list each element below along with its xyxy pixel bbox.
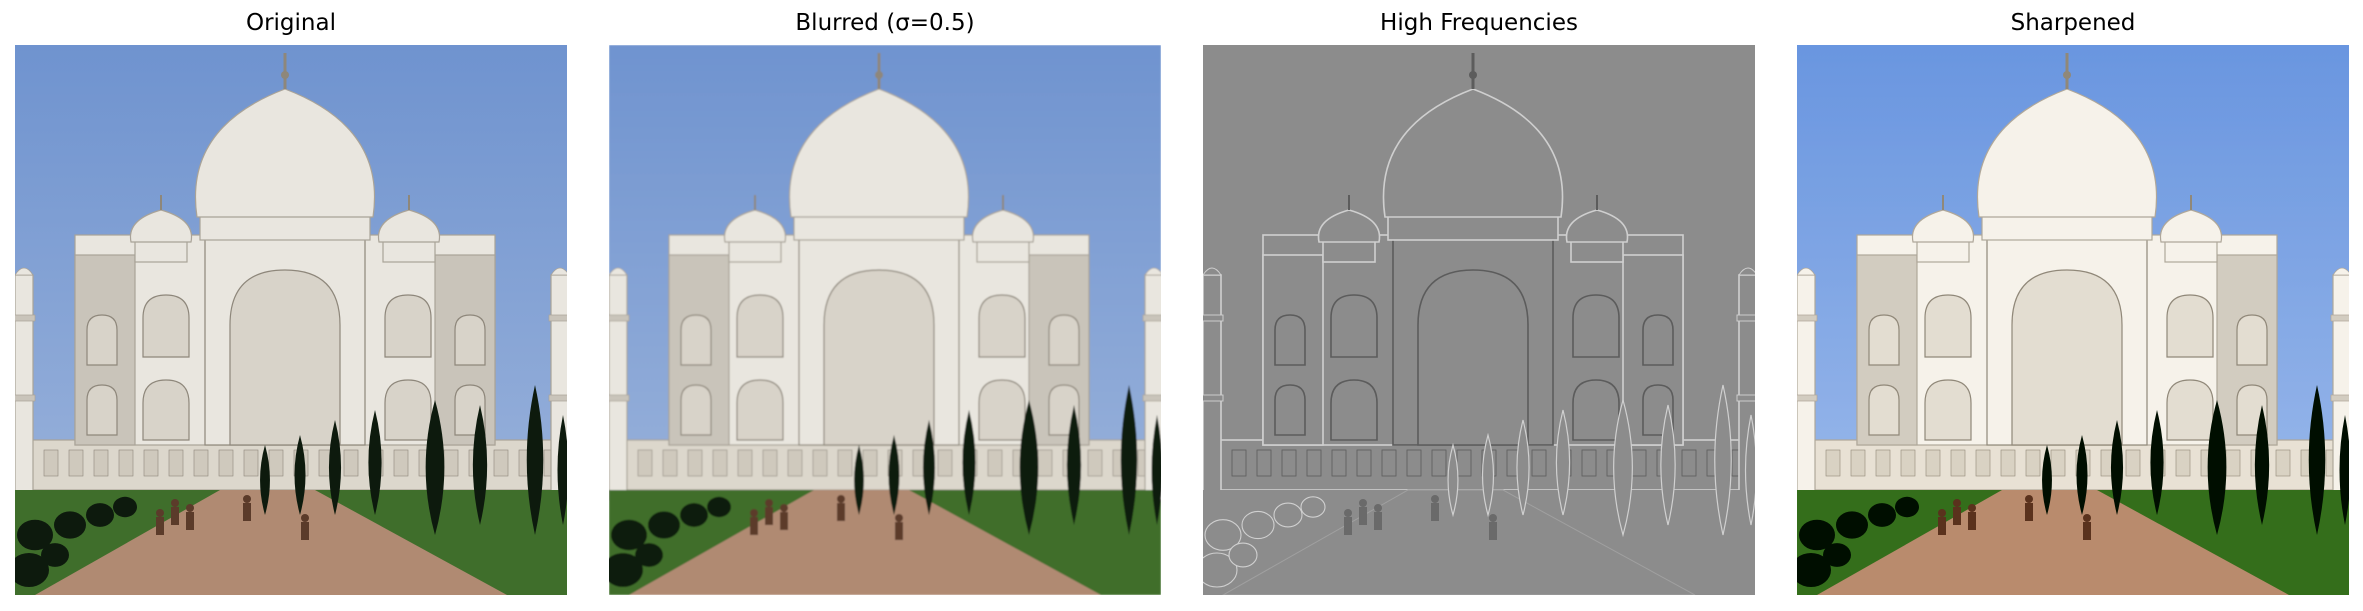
panel-title-blurred: Blurred (σ=0.5) (795, 10, 975, 36)
image-high-frequencies (1203, 45, 1755, 595)
panel-title-original: Original (245, 10, 336, 36)
image-original (15, 45, 567, 595)
panel-title-high-frequencies: High Frequencies (1380, 10, 1578, 36)
panel-sharpened: Sharpened (1797, 0, 2349, 611)
panel-title-sharpened: Sharpened (2010, 10, 2136, 36)
image-blurred (609, 45, 1161, 595)
panel-high-frequencies: High Frequencies (1203, 0, 1755, 611)
image-sharpened (1797, 45, 2349, 595)
panel-blurred: Blurred (σ=0.5) (609, 0, 1161, 611)
panel-original: Original (15, 0, 567, 611)
